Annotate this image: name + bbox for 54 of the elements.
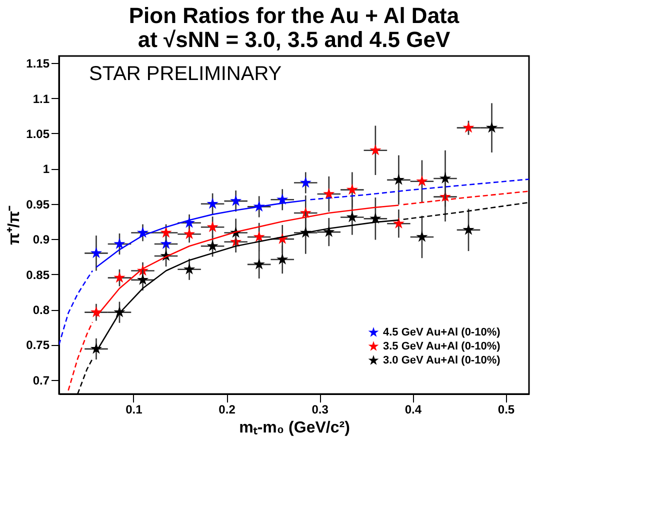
point xyxy=(370,144,382,156)
point xyxy=(323,188,335,199)
point xyxy=(183,263,196,274)
point xyxy=(253,258,265,270)
line-series xyxy=(310,178,529,200)
x-tick-label: 0.3 xyxy=(312,402,329,416)
legend-label: 3.0 GeV Au+Al (0-10%) xyxy=(383,354,501,366)
point xyxy=(346,211,358,222)
point xyxy=(90,247,102,258)
point xyxy=(276,253,288,264)
point xyxy=(486,122,498,133)
point xyxy=(416,175,428,186)
point xyxy=(160,226,172,238)
x-tick-label: 0.1 xyxy=(126,402,143,416)
point xyxy=(462,224,474,235)
point xyxy=(206,240,218,252)
y-tick-label: 1 xyxy=(42,162,50,176)
point xyxy=(114,238,126,249)
text: Pion Ratios for the Au + Al Data xyxy=(128,3,460,28)
y-tick-label: 0.9 xyxy=(32,232,50,247)
y-axis-title: π⁺/π⁻ xyxy=(6,205,24,245)
y-tick-label: 0.85 xyxy=(26,268,50,282)
point xyxy=(253,230,265,242)
point xyxy=(416,230,428,242)
point xyxy=(114,272,126,283)
legend-label: 3.5 GeV Au+Al (0-10%) xyxy=(383,340,501,352)
text: at √sNN = 3.0, 3.5 and 4.5 GeV xyxy=(138,27,450,52)
point xyxy=(136,274,149,285)
line-series xyxy=(68,322,94,392)
line-series xyxy=(59,270,94,346)
point xyxy=(230,194,242,206)
point xyxy=(392,217,405,229)
x-tick-label: 0.5 xyxy=(498,402,515,416)
legend-label: 4.5 GeV Au+Al (0-10%) xyxy=(383,326,501,338)
x-axis-title: mₜ-m₀ (GeV/c²) xyxy=(239,420,350,436)
point xyxy=(183,228,196,240)
x-tick-label: 0.4 xyxy=(404,402,422,416)
y-tick-label: 0.75 xyxy=(26,338,50,352)
y-tick-label: 0.8 xyxy=(32,303,50,317)
x-tick-label: 0.2 xyxy=(218,402,236,416)
point xyxy=(300,176,312,188)
point xyxy=(392,174,405,185)
point xyxy=(346,184,358,195)
point xyxy=(462,122,474,133)
y-tick-label: 1.15 xyxy=(26,56,50,71)
y-tick-label: 0.7 xyxy=(32,373,50,388)
point xyxy=(206,198,218,209)
point xyxy=(439,172,452,184)
y-tick-label: 0.95 xyxy=(26,197,50,212)
annotation: STAR PRELIMINARY xyxy=(89,63,282,85)
point xyxy=(323,226,335,237)
y-tick-label: 1.05 xyxy=(26,126,50,141)
y-tick-label: 1.1 xyxy=(32,92,50,106)
point xyxy=(206,220,218,232)
